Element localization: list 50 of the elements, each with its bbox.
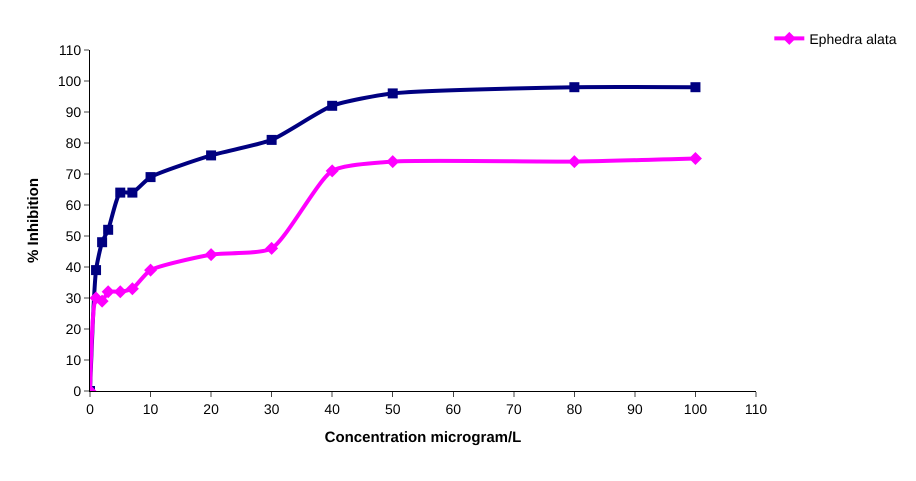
point — [91, 265, 102, 276]
x-axis-title: Concentration microgram/L — [324, 428, 522, 446]
point — [102, 285, 115, 298]
y-tick-label: 0 — [73, 382, 82, 399]
y-tick-label: 60 — [66, 196, 82, 213]
point — [326, 164, 339, 178]
y-tick-label: 40 — [66, 258, 82, 275]
x-tick-label: 50 — [384, 400, 401, 417]
x-tick-label: 80 — [566, 400, 582, 417]
point — [96, 294, 109, 308]
x-tick-label: 10 — [142, 400, 159, 417]
x-tick-label: 20 — [203, 400, 220, 417]
point — [126, 282, 139, 296]
point — [569, 82, 580, 92]
y-tick-label: 90 — [66, 104, 82, 120]
point — [688, 152, 702, 165]
point — [388, 88, 398, 98]
x-tick-label: 0 — [86, 400, 94, 417]
point — [206, 150, 216, 160]
y-tick-label: 80 — [66, 134, 82, 151]
point — [265, 242, 278, 255]
y-tick-label: 30 — [66, 290, 82, 306]
point — [204, 248, 218, 262]
point — [144, 264, 158, 277]
point — [327, 100, 338, 111]
y-tick-label: 50 — [66, 228, 82, 244]
x-tick-label: 60 — [445, 400, 462, 417]
y-axis-title: % Inhibition — [25, 178, 42, 263]
y-tick-label: 70 — [66, 166, 82, 182]
y-tick-label: 10 — [66, 352, 82, 368]
point — [127, 188, 138, 198]
point — [266, 134, 277, 145]
x-tick-label: 40 — [324, 400, 340, 417]
point — [146, 172, 156, 182]
x-tick-label: 110 — [744, 400, 768, 417]
x-tick-label: 70 — [506, 400, 522, 417]
legend-label: Ephedra alata — [809, 30, 897, 47]
point — [690, 82, 700, 92]
y-tick-label: 110 — [58, 42, 82, 58]
point — [97, 237, 108, 248]
x-tick-label: 30 — [264, 400, 280, 417]
x-tick-label: 100 — [684, 400, 708, 417]
y-tick-label: 100 — [58, 72, 82, 89]
point — [115, 188, 126, 198]
point — [568, 155, 581, 168]
y-tick-label: 20 — [66, 320, 82, 337]
point — [103, 224, 114, 235]
point — [114, 285, 127, 298]
x-tick-label: 90 — [627, 400, 643, 417]
point — [386, 155, 400, 168]
